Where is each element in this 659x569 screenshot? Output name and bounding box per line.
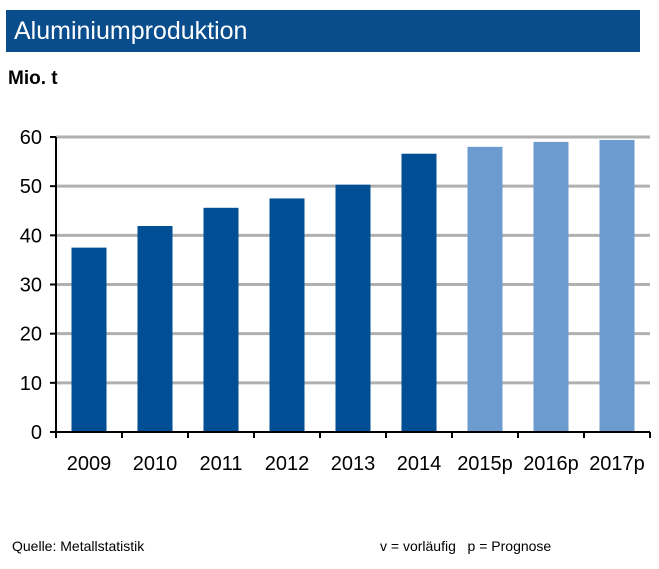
source-note: Quelle: Metallstatistik xyxy=(12,538,145,554)
y-tick-label: 50 xyxy=(20,176,42,198)
bar-2017p xyxy=(599,139,635,432)
legend-note: v = vorläufig p = Prognose xyxy=(380,538,552,554)
x-tick-label: 2014 xyxy=(397,453,442,475)
y-tick-label: 20 xyxy=(20,324,42,346)
x-tick-label: 2011 xyxy=(199,453,242,475)
bar-chart: 0 10 20 30 40 50 60 2009 2010 2011 2012 2013 2014 201… xyxy=(20,127,651,475)
bar-2011 xyxy=(203,207,239,432)
chart-title: Aluminiumproduktion xyxy=(6,10,640,52)
bar-2009 xyxy=(71,247,107,432)
x-tick-label: 2017p xyxy=(589,453,645,475)
x-tick-label: 2009 xyxy=(67,453,112,475)
y-axis-unit: Mio. t xyxy=(8,68,58,89)
y-tick-label: 30 xyxy=(20,275,42,297)
y-tick-label: 60 xyxy=(20,127,42,149)
x-tick-label: 2010 xyxy=(133,453,178,475)
x-tick-label: 2013 xyxy=(331,453,376,475)
bar-2013 xyxy=(335,184,371,432)
bar-2014 xyxy=(401,153,437,432)
bar-2015p xyxy=(467,146,503,433)
y-tick-label: 40 xyxy=(20,225,42,247)
x-tick-label: 2012 xyxy=(265,453,310,475)
x-tick-label: 2016p xyxy=(523,453,579,475)
bar-2010 xyxy=(137,225,173,432)
y-tick-label: 10 xyxy=(20,373,42,395)
y-tick-label: 0 xyxy=(31,422,42,444)
bar-2016p xyxy=(533,141,569,432)
x-tick-label: 2015p xyxy=(457,453,513,475)
bar-2012 xyxy=(269,198,305,432)
